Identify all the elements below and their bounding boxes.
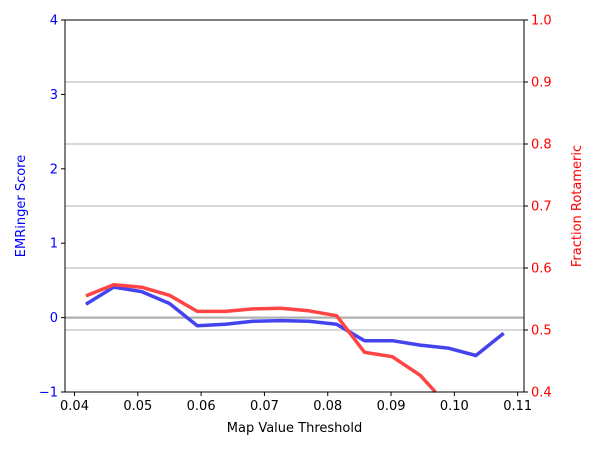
y-right-tick-label: 0.4 <box>531 386 552 401</box>
x-tick-label: 0.11 <box>503 399 532 414</box>
y-right-tick-label: 1.0 <box>531 14 552 29</box>
y-right-tick-label: 0.7 <box>531 200 552 215</box>
y-axis-right-title: Fraction Rotameric <box>570 145 585 267</box>
y-left-tick-label: 1 <box>50 237 58 252</box>
y-left-tick-label: 4 <box>50 14 58 29</box>
x-tick-label: 0.05 <box>123 399 152 414</box>
grid-lines <box>65 19 524 393</box>
y-right-tick-label: 0.8 <box>531 138 552 153</box>
y-right-tick-label: 0.6 <box>531 262 552 277</box>
y-right-tick-label: 0.9 <box>531 76 552 91</box>
emringer-score-line <box>84 285 505 358</box>
series-layer <box>84 282 505 394</box>
x-tick-label: 0.08 <box>313 399 342 414</box>
x-tick-label: 0.04 <box>60 399 89 414</box>
y-left-tick-label: 0 <box>50 311 58 326</box>
y-left-tick-label: 3 <box>50 88 58 103</box>
x-tick-label: 0.07 <box>250 399 279 414</box>
axes <box>61 19 528 396</box>
y-left-tick-label: 2 <box>50 162 58 177</box>
tick-labels: 0.04 0.05 0.06 0.07 0.08 0.09 0.10 0.11 −1 0 1 2 3 4 0… <box>39 14 552 415</box>
x-tick-label: 0.06 <box>187 399 216 414</box>
x-tick-label: 0.09 <box>377 399 406 414</box>
fraction-rotameric-line <box>85 282 437 394</box>
y-axis-left-title: EMRinger Score <box>14 155 29 257</box>
y-left-tick-label: −1 <box>39 386 58 401</box>
x-tick-label: 0.10 <box>440 399 469 414</box>
x-axis-title: Map Value Threshold <box>227 421 362 436</box>
y-right-tick-label: 0.5 <box>531 324 552 339</box>
